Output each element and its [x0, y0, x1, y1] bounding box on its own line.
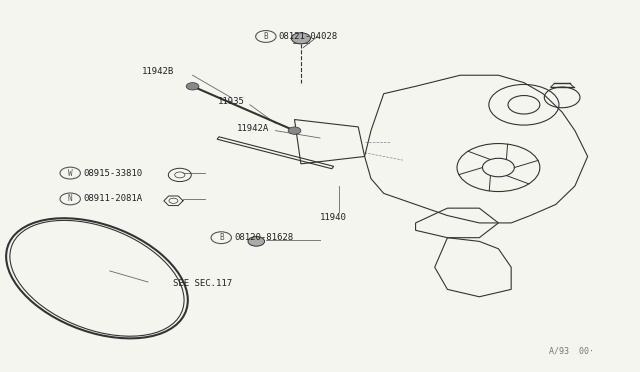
- Text: N: N: [68, 195, 72, 203]
- Text: 08120-81628: 08120-81628: [234, 233, 293, 242]
- Text: 11942B: 11942B: [141, 67, 174, 76]
- Text: A/93  00·: A/93 00·: [549, 347, 594, 356]
- Circle shape: [186, 83, 199, 90]
- Text: 08911-2081A: 08911-2081A: [83, 195, 142, 203]
- Text: B: B: [219, 233, 223, 242]
- Text: 11940: 11940: [320, 213, 347, 222]
- Text: 08121-04028: 08121-04028: [278, 32, 338, 41]
- Text: B: B: [264, 32, 268, 41]
- Circle shape: [291, 33, 310, 44]
- Text: SEE SEC.117: SEE SEC.117: [173, 279, 232, 288]
- Text: 08915-33810: 08915-33810: [83, 169, 142, 177]
- Text: 11942A: 11942A: [237, 124, 269, 133]
- Circle shape: [288, 127, 301, 134]
- Text: W: W: [68, 169, 72, 177]
- Circle shape: [248, 237, 264, 246]
- Text: 11935: 11935: [218, 97, 245, 106]
